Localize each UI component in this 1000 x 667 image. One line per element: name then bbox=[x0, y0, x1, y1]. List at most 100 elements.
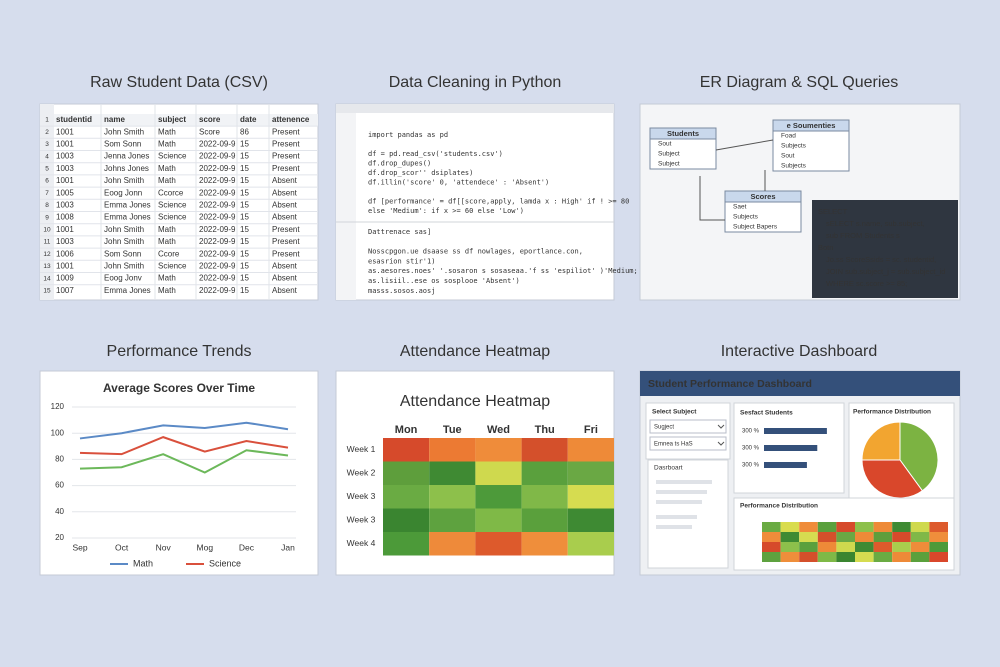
entity-field: Subject Bapers bbox=[733, 224, 778, 231]
panel-title: Performance Trends bbox=[107, 343, 252, 360]
column-header: attenence bbox=[272, 115, 310, 124]
legend-label: Science bbox=[209, 558, 241, 568]
grid-cell bbox=[836, 522, 855, 532]
cell: 1003 bbox=[56, 201, 74, 210]
heatmap-cell bbox=[383, 438, 430, 462]
dropdown-text: Emnea ts HaS bbox=[654, 442, 693, 448]
row-number: 9 bbox=[45, 214, 49, 221]
filter-label: Select Subject bbox=[652, 409, 697, 416]
info-card bbox=[647, 459, 729, 569]
cell: Math bbox=[158, 274, 176, 283]
entity-field: Saet bbox=[733, 204, 747, 211]
trend-panel bbox=[39, 370, 319, 576]
row-number: 12 bbox=[43, 251, 51, 258]
x-tick-label: Mog bbox=[197, 542, 214, 552]
cell: 2022-09-9 bbox=[199, 274, 236, 283]
cell: 2022-09-9 bbox=[199, 152, 236, 161]
heatmap-cell bbox=[429, 461, 476, 485]
grid-title: Performance Distribution bbox=[740, 503, 818, 510]
row-number: 15 bbox=[43, 288, 51, 295]
cell: Present bbox=[272, 140, 300, 149]
heatmap-row: Week 3 bbox=[347, 491, 376, 501]
cell: John Smith bbox=[104, 262, 144, 271]
sql-line: Botn bbox=[818, 243, 833, 252]
entity-field: Sout bbox=[658, 141, 672, 148]
grid-cell bbox=[799, 542, 818, 552]
grid-cell bbox=[780, 522, 800, 532]
heatmap-cell bbox=[567, 461, 614, 485]
grid-cell bbox=[836, 542, 855, 552]
heatmap-cell bbox=[383, 508, 430, 532]
grid-cell bbox=[855, 542, 874, 552]
heatmap-cell bbox=[475, 485, 522, 509]
dropdown[interactable] bbox=[649, 436, 727, 451]
cell: Ccorce bbox=[158, 188, 184, 197]
row-number: 14 bbox=[43, 275, 51, 282]
cell: Absent bbox=[272, 274, 298, 283]
code-line: else 'Medium': if x >= 60 else 'Low') bbox=[368, 207, 524, 215]
dropdown-arrow bbox=[717, 424, 725, 429]
row-number: 7 bbox=[45, 190, 49, 197]
grid-cell bbox=[799, 552, 818, 562]
legend-label: Math bbox=[133, 558, 153, 568]
entity-field: Sout bbox=[781, 153, 795, 160]
code-line: df.drop_scor'' dsiplates) bbox=[368, 169, 473, 177]
code-line: df.drop_dupes() bbox=[368, 160, 431, 168]
cell: 1007 bbox=[56, 286, 74, 295]
gutter bbox=[40, 104, 54, 300]
chart-title: Average Scores Over Time bbox=[103, 381, 255, 395]
cell: Eoog Jonv bbox=[104, 274, 142, 283]
cell: 1006 bbox=[56, 249, 74, 258]
cell: 15 bbox=[240, 274, 249, 283]
panel-title: Data Cleaning in Python bbox=[389, 74, 562, 91]
cell: 1001 bbox=[56, 127, 74, 136]
cell: Absent bbox=[272, 262, 298, 271]
grid-cell bbox=[817, 522, 837, 532]
entity-field: Subjects bbox=[781, 163, 807, 170]
cell: 2022-09-9 bbox=[199, 225, 236, 234]
cell: 86 bbox=[240, 127, 249, 136]
cell: Math bbox=[158, 176, 176, 185]
dropdown-arrow bbox=[717, 441, 725, 446]
cell: John Smith bbox=[104, 225, 144, 234]
cell: 15 bbox=[240, 249, 249, 258]
grid-cell bbox=[910, 522, 930, 532]
heatmap-cell bbox=[567, 532, 614, 556]
code-line: import pandas as pd bbox=[368, 131, 448, 139]
grid-cell bbox=[836, 552, 855, 562]
panel-title: ER Diagram & SQL Queries bbox=[700, 74, 899, 91]
grid-cell bbox=[873, 532, 893, 542]
heatmap-column: Fri bbox=[584, 424, 598, 436]
cell: 1003 bbox=[56, 164, 74, 173]
heatmap-cell bbox=[567, 485, 614, 509]
heatmap-cell bbox=[521, 438, 568, 462]
sql-line: WHERE sc.score >= 85; bbox=[826, 279, 907, 288]
cell: 1003 bbox=[56, 237, 74, 246]
cell: 15 bbox=[240, 213, 249, 222]
entity-name: e Soumenties bbox=[787, 121, 836, 130]
cell: Absent bbox=[272, 213, 298, 222]
cell: Emma Jones bbox=[104, 201, 151, 210]
heatmap-cell bbox=[383, 485, 430, 509]
heatmap-column: Tue bbox=[443, 424, 462, 436]
dashboard-title: Student Performance Dashboard bbox=[648, 378, 812, 390]
column-header: subject bbox=[158, 115, 186, 124]
dropdown[interactable] bbox=[649, 419, 727, 434]
grid-cell bbox=[929, 522, 948, 532]
cell: Science bbox=[158, 152, 187, 161]
grid-cell bbox=[836, 532, 855, 542]
cell: 1009 bbox=[56, 274, 74, 283]
bar-label: 300 % bbox=[742, 446, 760, 452]
pie-title: Performance Distribution bbox=[853, 409, 931, 416]
placeholder bbox=[656, 490, 707, 494]
grid-cell bbox=[780, 532, 800, 542]
grid-cell bbox=[780, 542, 800, 552]
y-tick-label: 80 bbox=[55, 455, 64, 464]
csv-panel bbox=[39, 103, 319, 301]
sql-line: SELECT bbox=[818, 207, 848, 216]
cell: Score bbox=[199, 127, 220, 136]
row-number: 3 bbox=[45, 141, 49, 148]
heatmap-cell bbox=[521, 485, 568, 509]
row-number: 8 bbox=[45, 202, 49, 209]
heatmap-cell bbox=[567, 508, 614, 532]
